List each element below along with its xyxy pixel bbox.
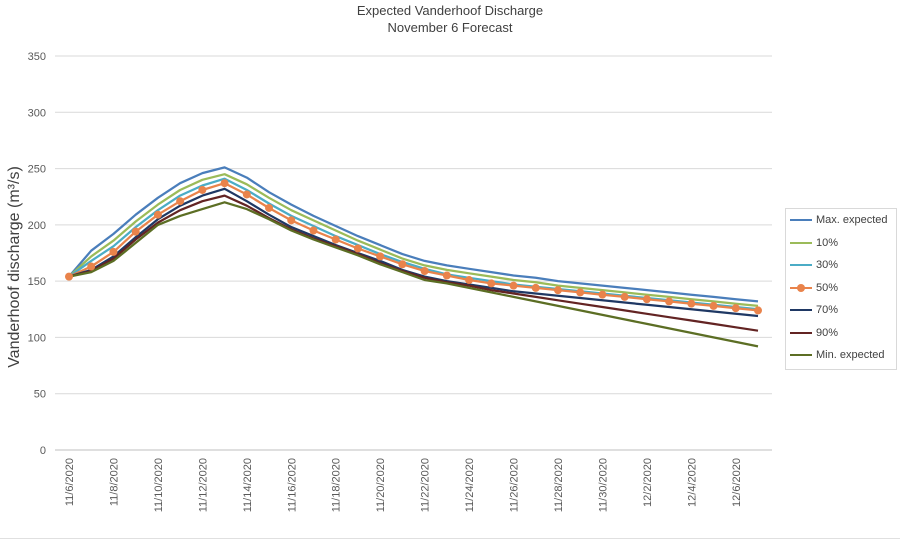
data-point	[220, 179, 229, 188]
legend-label: 10%	[816, 236, 839, 249]
y-tick-label: 200	[28, 220, 46, 232]
legend-swatch	[790, 347, 812, 363]
legend-label: Max. expected	[816, 214, 888, 226]
series-lines	[68, 166, 759, 348]
legend-item: 50%	[790, 280, 838, 296]
x-tick-label: 11/18/2020	[331, 458, 343, 512]
x-tick-label: 11/22/2020	[420, 458, 432, 512]
legend-swatch	[790, 280, 812, 296]
x-tick-label: 11/6/2020	[64, 458, 76, 506]
legend-item: 30%	[790, 257, 838, 273]
x-tick-labels: 11/6/2020 11/8/2020 11/10/2020 11/12/2020 11…	[64, 458, 743, 512]
data-point	[265, 203, 274, 212]
data-point	[131, 227, 140, 236]
divider	[0, 538, 900, 539]
data-point	[153, 210, 162, 219]
legend-label: 50%	[816, 281, 839, 294]
legend-label: 90%	[816, 326, 839, 339]
data-point	[398, 260, 407, 269]
y-tick-label: 0	[40, 445, 46, 457]
data-point	[353, 244, 362, 253]
x-tick-label: 11/28/2020	[553, 458, 565, 512]
legend-item: 70%	[790, 302, 838, 318]
x-tick-label: 11/12/2020	[197, 458, 209, 512]
data-point	[465, 276, 474, 285]
y-tick-label: 150	[28, 276, 46, 288]
x-tick-label: 11/8/2020	[108, 458, 120, 506]
legend-item: 10%	[790, 235, 838, 251]
legend-swatch	[790, 325, 812, 341]
data-point	[531, 283, 540, 292]
legend: Max. expected 10% 30% 50% 70% 90% Min. expecte…	[785, 208, 897, 370]
data-point	[376, 252, 385, 261]
series-line-90-	[68, 194, 759, 332]
legend-item: 90%	[790, 325, 838, 341]
series-line-min-expected	[68, 201, 759, 348]
y-tick-label: 350	[28, 51, 46, 63]
x-tick-label: 11/26/2020	[509, 458, 521, 512]
x-tick-label: 11/16/2020	[286, 458, 298, 512]
legend-item: Max. expected	[790, 212, 888, 228]
y-tick-label: 250	[28, 164, 46, 176]
series-line-max-expected	[68, 166, 759, 303]
data-point	[576, 288, 585, 297]
series-line-30-	[68, 177, 759, 311]
y-tick-labels: 0 50 100 150 200 250 300 350	[28, 51, 46, 457]
data-point	[65, 272, 73, 281]
data-point	[687, 299, 696, 308]
data-point	[553, 286, 562, 295]
legend-swatch	[790, 302, 812, 318]
data-point	[731, 304, 740, 313]
data-point	[665, 297, 674, 306]
data-point	[754, 306, 762, 315]
legend-label: 70%	[816, 304, 839, 316]
legend-swatch	[790, 212, 812, 228]
x-tick-label: 11/10/2020	[153, 458, 165, 512]
x-tick-label: 12/6/2020	[731, 458, 743, 507]
y-tick-label: 50	[34, 389, 46, 401]
legend-item: Min. expected	[790, 347, 884, 363]
series-line-70-	[68, 187, 759, 318]
data-point	[620, 292, 629, 301]
y-tick-label: 300	[28, 107, 46, 119]
data-point	[309, 226, 318, 235]
x-tick-label: 11/24/2020	[464, 458, 476, 512]
legend-swatch	[790, 257, 812, 273]
legend-swatch	[790, 235, 812, 251]
data-point	[598, 290, 607, 299]
series-markers	[65, 179, 762, 315]
data-point	[87, 262, 96, 271]
data-point	[420, 267, 429, 276]
legend-label: Min. expected	[816, 349, 885, 361]
x-tick-label: 11/14/2020	[242, 458, 254, 512]
data-point	[487, 279, 496, 288]
data-point	[709, 301, 718, 310]
x-tick-label: 12/2/2020	[642, 458, 654, 507]
y-tick-label: 100	[28, 332, 46, 344]
x-tick-label: 11/30/2020	[597, 458, 609, 512]
data-point	[198, 185, 207, 194]
data-point	[176, 197, 185, 206]
data-point	[109, 247, 118, 256]
data-point	[242, 190, 251, 199]
x-tick-label: 11/20/2020	[375, 458, 387, 512]
chart-subtitle: November 6 Forecast	[387, 20, 513, 35]
data-point	[287, 216, 296, 225]
data-point	[509, 281, 518, 290]
x-tick-label: 12/4/2020	[686, 458, 698, 507]
data-point	[642, 295, 651, 304]
data-point	[331, 235, 340, 244]
chart-title: Expected Vanderhoof Discharge	[356, 3, 544, 18]
gridlines	[55, 55, 772, 451]
data-point	[442, 271, 451, 280]
legend-label: 30%	[816, 259, 839, 271]
series-line-10-	[68, 173, 759, 308]
